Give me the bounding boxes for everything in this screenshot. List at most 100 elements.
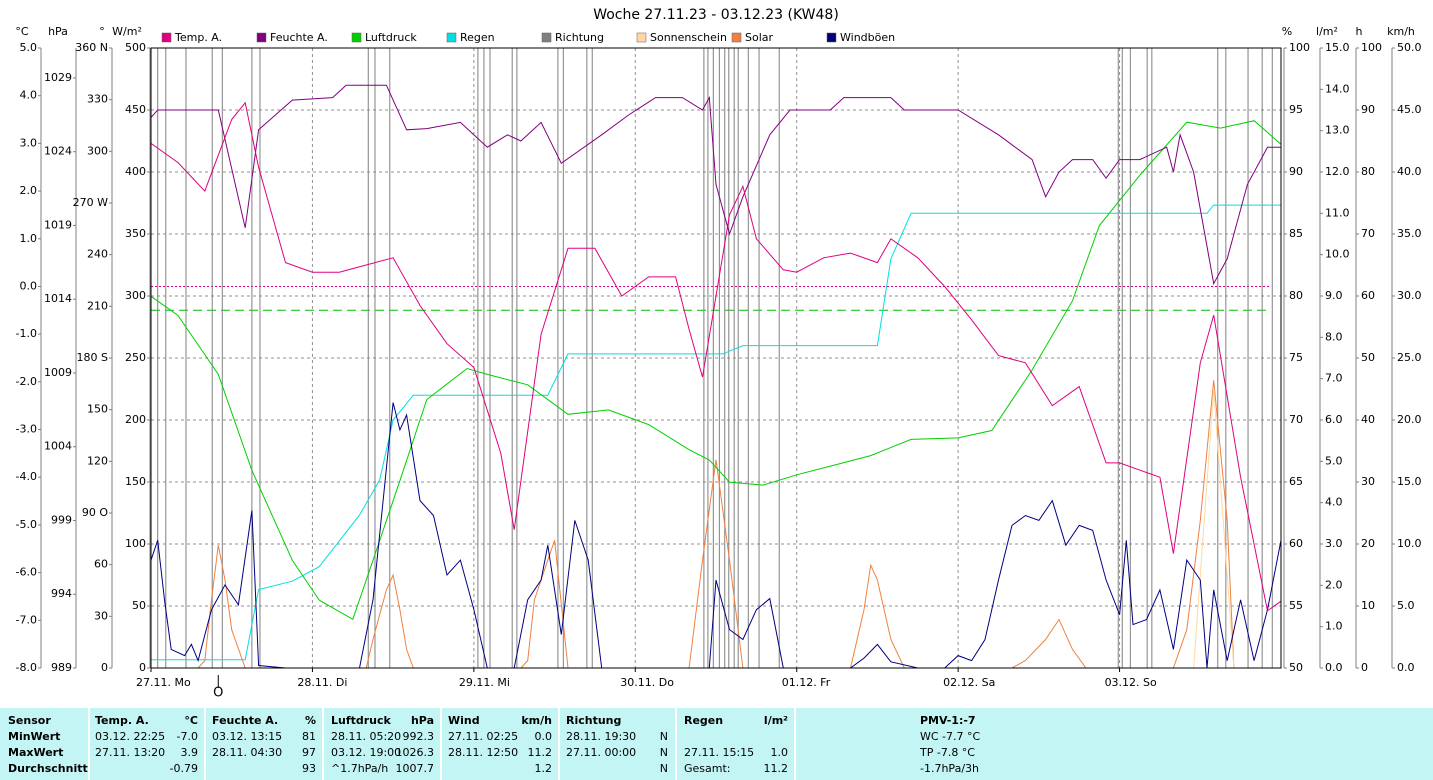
table-cell: N xyxy=(660,762,668,775)
table-header: PMV-1:-7 xyxy=(920,714,976,727)
y-tick-label: 15.0 xyxy=(1325,41,1350,54)
table-cell: -1.7hPa/3h xyxy=(920,762,979,775)
legend-label: Richtung xyxy=(555,31,604,44)
y-tick-label: 14.0 xyxy=(1325,82,1350,95)
y-tick-label: 70 xyxy=(1289,413,1303,426)
series-line xyxy=(150,120,1282,621)
y-tick-label: -3.0 xyxy=(16,423,37,436)
y-tick-label: 1.0 xyxy=(20,232,38,245)
x-tick-label: 27.11. Mo xyxy=(136,676,191,689)
axis-unit: km/h xyxy=(1387,25,1415,38)
y-tick-label: 300 xyxy=(125,289,146,302)
table-cell: Durchschnitt xyxy=(8,762,88,775)
table-cell: ^1.7hPa/h xyxy=(331,762,388,775)
table-cell: 03.12. 13:15 xyxy=(212,730,282,743)
table-cell: 1.2 xyxy=(535,762,553,775)
y-tick-label: 9.0 xyxy=(1325,289,1343,302)
y-tick-label: 60 xyxy=(1289,537,1303,550)
y-tick-label: 270 W xyxy=(73,196,108,209)
y-tick-label: 25.0 xyxy=(1397,351,1422,364)
axis-unit: l/m² xyxy=(1316,25,1338,38)
table-cell: 03.12. 19:00 xyxy=(331,746,401,759)
y-tick-label: 50 xyxy=(1289,661,1303,674)
y-tick-label: 100 xyxy=(1289,41,1310,54)
table-header: °C xyxy=(184,714,198,727)
table-header: Sensor xyxy=(8,714,51,727)
table-cell: 27.11. 00:00 xyxy=(566,746,636,759)
y-tick-label: 330 xyxy=(87,93,108,106)
table-cell: N xyxy=(660,746,668,759)
legend-label: Feuchte A. xyxy=(270,31,328,44)
table-cell: 28.11. 05:20 xyxy=(331,730,401,743)
y-tick-label: 4.0 xyxy=(1325,496,1343,509)
legend-swatch xyxy=(541,32,552,43)
y-tick-label: 4.0 xyxy=(20,89,38,102)
axis-unit: °C xyxy=(15,25,29,38)
table-header: Richtung xyxy=(566,714,621,727)
table-cell: 28.11. 04:30 xyxy=(212,746,282,759)
y-tick-label: 1004 xyxy=(44,440,72,453)
y-tick-label: 2.0 xyxy=(20,184,38,197)
annotation-label: O xyxy=(213,686,223,701)
table-cell: 11.2 xyxy=(528,746,553,759)
y-tick-label: 3.0 xyxy=(1325,537,1343,550)
y-tick-label: 360 N xyxy=(75,41,108,54)
legend-swatch xyxy=(351,32,362,43)
y-tick-label: -1.0 xyxy=(16,327,37,340)
y-tick-label: 989 xyxy=(51,661,72,674)
legend-label: Solar xyxy=(745,31,774,44)
y-tick-label: 400 xyxy=(125,165,146,178)
table-header: km/h xyxy=(521,714,552,727)
y-tick-label: -2.0 xyxy=(16,375,37,388)
table-cell: 11.2 xyxy=(764,762,789,775)
legend-label: Regen xyxy=(460,31,495,44)
table-header: Luftdruck xyxy=(331,714,392,727)
legend-swatch xyxy=(731,32,742,43)
y-tick-label: 2.0 xyxy=(1325,578,1343,591)
x-tick-label: 30.11. Do xyxy=(620,676,674,689)
y-tick-label: 12.0 xyxy=(1325,165,1350,178)
y-tick-label: 65 xyxy=(1289,475,1303,488)
y-tick-label: 5.0 xyxy=(1325,454,1343,467)
y-tick-label: 6.0 xyxy=(1325,413,1343,426)
y-tick-label: -4.0 xyxy=(16,470,37,483)
y-tick-label: 60 xyxy=(94,558,108,571)
y-tick-label: 180 S xyxy=(77,351,108,364)
table-cell: 3.9 xyxy=(181,746,199,759)
x-tick-label: 29.11. Mi xyxy=(459,676,510,689)
legend-swatch xyxy=(161,32,172,43)
y-tick-label: 994 xyxy=(51,587,72,600)
legend-label: Temp. A. xyxy=(174,31,222,44)
y-tick-label: 90 xyxy=(1289,165,1303,178)
y-tick-label: -7.0 xyxy=(16,613,37,626)
table-cell: 27.11. 15:15 xyxy=(684,746,754,759)
axis-unit: h xyxy=(1356,25,1363,38)
y-tick-label: 50 xyxy=(132,599,146,612)
y-tick-label: 200 xyxy=(125,413,146,426)
y-tick-label: 5.0 xyxy=(20,41,38,54)
y-tick-label: 50 xyxy=(1361,351,1375,364)
y-tick-label: 70 xyxy=(1361,227,1375,240)
y-tick-label: 60 xyxy=(1361,289,1375,302)
y-tick-label: 80 xyxy=(1361,165,1375,178)
table-cell: 27.11. 13:20 xyxy=(95,746,165,759)
y-tick-label: 240 xyxy=(87,248,108,261)
legend-label: Windböen xyxy=(840,31,895,44)
y-tick-label: 20 xyxy=(1361,537,1375,550)
table-header: Feuchte A. xyxy=(212,714,278,727)
table-cell: -7.0 xyxy=(177,730,198,743)
table-cell: 1.0 xyxy=(771,746,789,759)
x-tick-label: 02.12. Sa xyxy=(943,676,995,689)
series-line xyxy=(150,84,1281,286)
table-header: Temp. A. xyxy=(95,714,149,727)
y-tick-label: 90 xyxy=(1361,103,1375,116)
y-tick-label: 15.0 xyxy=(1397,475,1422,488)
y-tick-label: 5.0 xyxy=(1397,599,1415,612)
y-tick-label: 150 xyxy=(87,403,108,416)
y-tick-label: 95 xyxy=(1289,103,1303,116)
y-tick-label: 350 xyxy=(125,227,146,240)
table-cell: 93 xyxy=(302,762,316,775)
y-tick-label: 75 xyxy=(1289,351,1303,364)
y-tick-label: 50.0 xyxy=(1397,41,1422,54)
